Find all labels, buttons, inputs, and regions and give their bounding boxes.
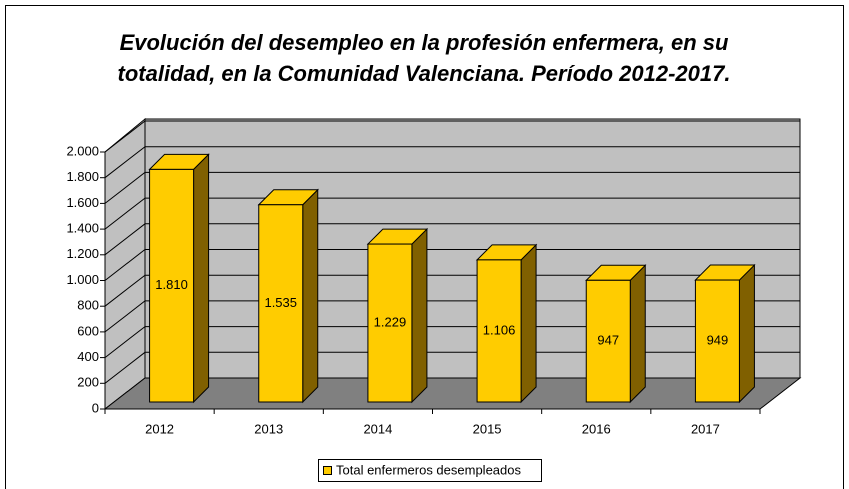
y-tick-label: 800 [77, 298, 99, 313]
bar [149, 168, 195, 403]
bar-side [411, 227, 428, 404]
data-label: 1.535 [264, 295, 297, 310]
legend-box [318, 459, 542, 482]
data-label: 1.106 [483, 322, 516, 337]
legend-label: Total enfermeros desempleados [336, 462, 521, 477]
bar-side [520, 243, 537, 404]
bar [585, 279, 631, 403]
bar-side [738, 263, 755, 404]
data-label: 1.229 [374, 314, 407, 329]
grid-line [104, 326, 800, 358]
x-tick-label: 2016 [582, 421, 611, 436]
chart-title: Evolución del desempleo en la profesión … [120, 30, 729, 55]
chart-title: totalidad, en la Comunidad Valenciana. P… [118, 61, 731, 86]
grid-line [104, 146, 800, 179]
y-tick-label: 600 [77, 323, 99, 338]
y-tick-label: 200 [77, 375, 99, 390]
data-label: 1.810 [155, 277, 188, 292]
y-tick-label: 0 [92, 400, 99, 415]
y-tick-label: 1.000 [66, 272, 99, 287]
bar-side [193, 153, 210, 404]
y-tick-label: 400 [77, 349, 99, 364]
x-tick-label: 2012 [145, 421, 174, 436]
grid-line [104, 223, 800, 256]
grid-line [104, 120, 800, 153]
bar [476, 259, 522, 403]
grid-line [104, 351, 800, 384]
y-tick-label: 1.200 [66, 246, 99, 261]
x-tick-label: 2013 [254, 421, 283, 436]
bar [367, 243, 413, 403]
bar [694, 279, 740, 403]
legend-swatch [323, 466, 332, 475]
x-tick-label: 2014 [363, 421, 392, 436]
x-tick-label: 2017 [691, 421, 720, 436]
y-tick-label: 2.000 [66, 143, 99, 158]
y-tick-label: 1.600 [66, 195, 99, 210]
grid-line [104, 171, 800, 204]
data-label: 947 [597, 333, 619, 348]
data-label: 949 [707, 332, 729, 347]
bar [258, 204, 304, 403]
grid-line [104, 197, 800, 230]
grid-line [104, 274, 800, 307]
bar-side [629, 264, 646, 404]
y-tick-label: 1.400 [66, 221, 99, 236]
grid-line [104, 300, 800, 333]
x-tick-label: 2015 [473, 421, 502, 436]
grid-line [104, 249, 800, 281]
bar-side [302, 188, 319, 404]
y-tick-label: 1.800 [66, 169, 99, 184]
chart-frame [5, 5, 844, 489]
